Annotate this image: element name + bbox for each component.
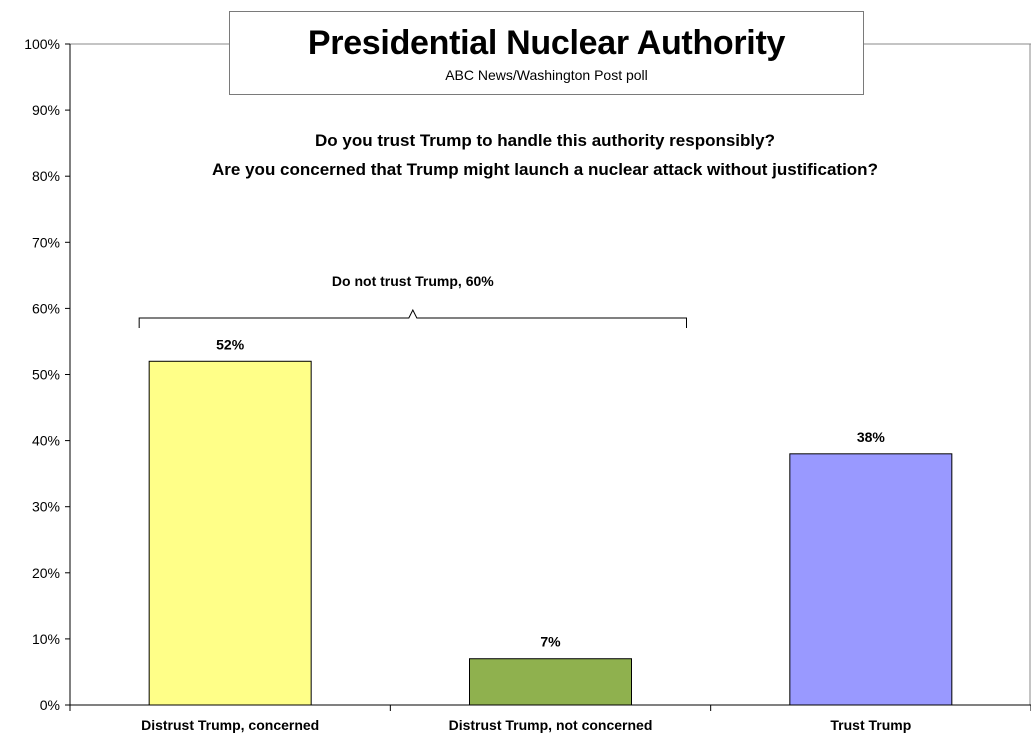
chart-title: Presidential Nuclear Authority: [307, 24, 786, 62]
y-tick-label: 50%: [32, 367, 60, 383]
annotation-brace: [138, 308, 687, 328]
bar-value-label: 38%: [857, 429, 886, 445]
y-tick-label: 60%: [32, 300, 60, 316]
question-1: Do you trust Trump to handle this author…: [315, 131, 775, 150]
bar-value-label: 52%: [216, 336, 245, 352]
y-tick-label: 0%: [40, 697, 60, 713]
y-tick-label: 100%: [24, 36, 60, 52]
y-tick-label: 20%: [32, 565, 60, 581]
annotation-label: Do not trust Trump, 60%: [332, 273, 494, 289]
y-tick-label: 30%: [32, 499, 60, 515]
title-box: Presidential Nuclear Authority ABC News/…: [229, 11, 864, 95]
y-tick-label: 40%: [32, 433, 60, 449]
bar: [148, 360, 312, 706]
x-category-label: Distrust Trump, concerned: [141, 717, 319, 733]
x-category-label: Trust Trump: [830, 717, 911, 733]
question-2: Are you concerned that Trump might launc…: [212, 160, 878, 179]
y-tick-label: 80%: [32, 168, 60, 184]
y-tick-label: 10%: [32, 631, 60, 647]
bar: [469, 658, 632, 706]
bar-value-label: 7%: [540, 634, 561, 650]
chart-subtitle: ABC News/Washington Post poll: [445, 67, 648, 83]
y-tick-label: 90%: [32, 102, 60, 118]
bar: [789, 453, 953, 706]
x-category-label: Distrust Trump, not concerned: [449, 717, 653, 733]
y-tick-label: 70%: [32, 234, 60, 250]
